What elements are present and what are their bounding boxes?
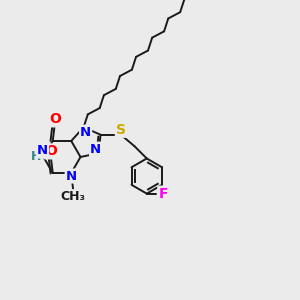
Text: S: S [116, 123, 126, 137]
Text: N: N [37, 145, 48, 158]
Text: N: N [66, 169, 77, 182]
Text: CH₃: CH₃ [61, 190, 86, 203]
Text: O: O [49, 112, 61, 126]
Text: N: N [80, 126, 91, 139]
Text: O: O [45, 144, 57, 158]
Text: N: N [90, 143, 101, 156]
Text: H: H [31, 151, 42, 164]
Text: F: F [158, 187, 168, 201]
